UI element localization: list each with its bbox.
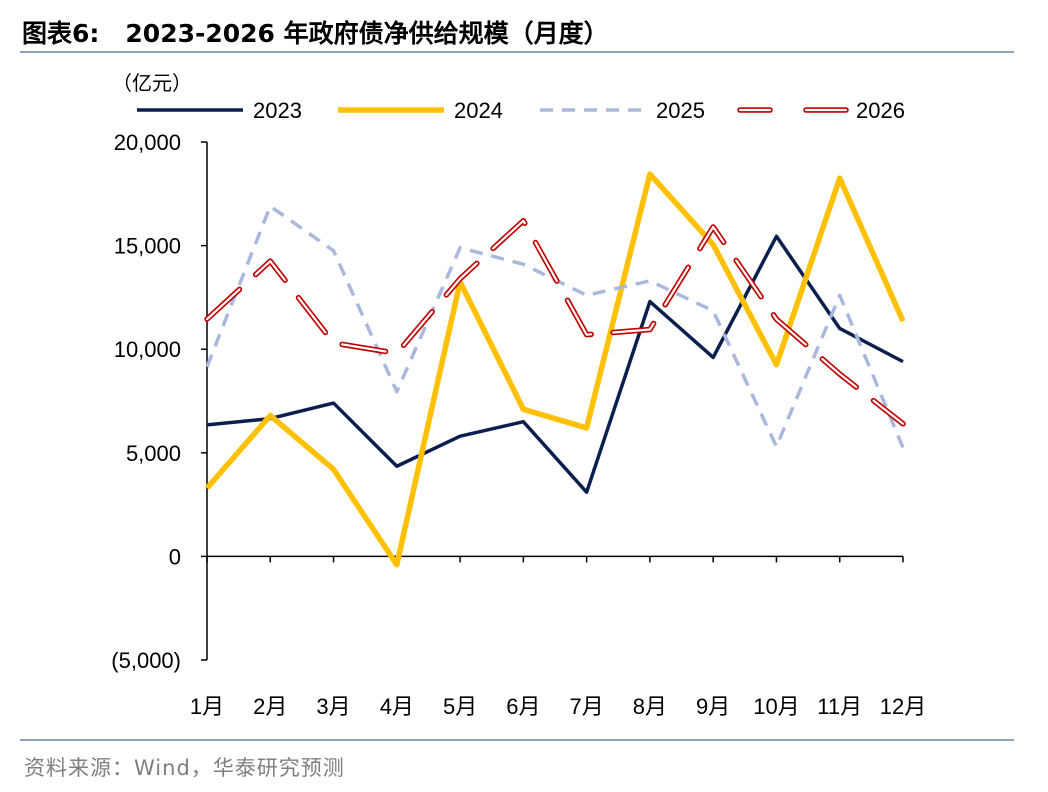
- y-tick-label: 5,000: [126, 441, 181, 466]
- bottom-divider: [20, 739, 1014, 741]
- x-tick-label: 8月: [633, 694, 667, 719]
- figure-number: 图表6:: [22, 19, 100, 48]
- legend-label: 2024: [454, 98, 503, 123]
- y-tick-label: (5,000): [111, 648, 181, 673]
- legend-item-2025: 2025: [540, 98, 705, 123]
- figure-title-text: 2023-2026 年政府债净供给规模（月度）: [125, 19, 609, 48]
- x-tick-label: 2月: [253, 694, 287, 719]
- legend: 2023 2024 2025 2026: [137, 98, 905, 123]
- x-tick-label: 3月: [316, 694, 350, 719]
- series-line-2023: [206, 234, 904, 494]
- top-divider: [20, 51, 1014, 53]
- figure-title: 图表6: 2023-2026 年政府债净供给规模（月度）: [22, 14, 609, 50]
- series-line-2025: [205, 204, 905, 449]
- x-tick-label: 10月: [753, 694, 799, 719]
- unit-label: （亿元）: [112, 71, 192, 95]
- legend-item-2024: 2024: [338, 98, 503, 123]
- y-tick-label: 20,000: [114, 130, 181, 155]
- series-line-2026-inner: [205, 219, 905, 425]
- x-tick-label: 1月: [190, 694, 224, 719]
- x-tick-label: 11月: [817, 694, 862, 719]
- x-tick-label: 5月: [443, 694, 477, 719]
- series-2026: [204, 217, 906, 427]
- legend-item-2026: 2026: [737, 98, 905, 123]
- legend-label: 2026: [856, 98, 905, 123]
- series-group: [204, 171, 906, 568]
- series-2025: [205, 204, 905, 449]
- y-tick-label: 10,000: [114, 337, 181, 362]
- x-tick-label: 4月: [380, 694, 414, 719]
- legend-label: 2023: [253, 98, 302, 123]
- source-note: 资料来源：Wind，华泰研究预测: [24, 756, 345, 780]
- axes: (5,000) 0 5,000 10,000 15,000 20,000 1月 2月 3月 4月 5…: [111, 130, 926, 719]
- series-2023: [206, 234, 904, 494]
- series-2024: [204, 171, 906, 568]
- x-tick-label: 7月: [570, 694, 604, 719]
- legend-item-2023: 2023: [137, 98, 302, 123]
- legend-label: 2025: [656, 98, 705, 123]
- x-tick-label: 12月: [880, 694, 926, 719]
- x-tick-label: 9月: [696, 694, 730, 719]
- x-tick-label: 6月: [506, 694, 540, 719]
- series-line-2024: [204, 171, 906, 568]
- y-tick-label: 15,000: [114, 234, 181, 259]
- y-tick-label: 0: [169, 544, 181, 569]
